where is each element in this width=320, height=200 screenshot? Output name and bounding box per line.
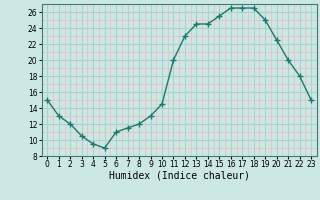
X-axis label: Humidex (Indice chaleur): Humidex (Indice chaleur) — [109, 171, 250, 181]
